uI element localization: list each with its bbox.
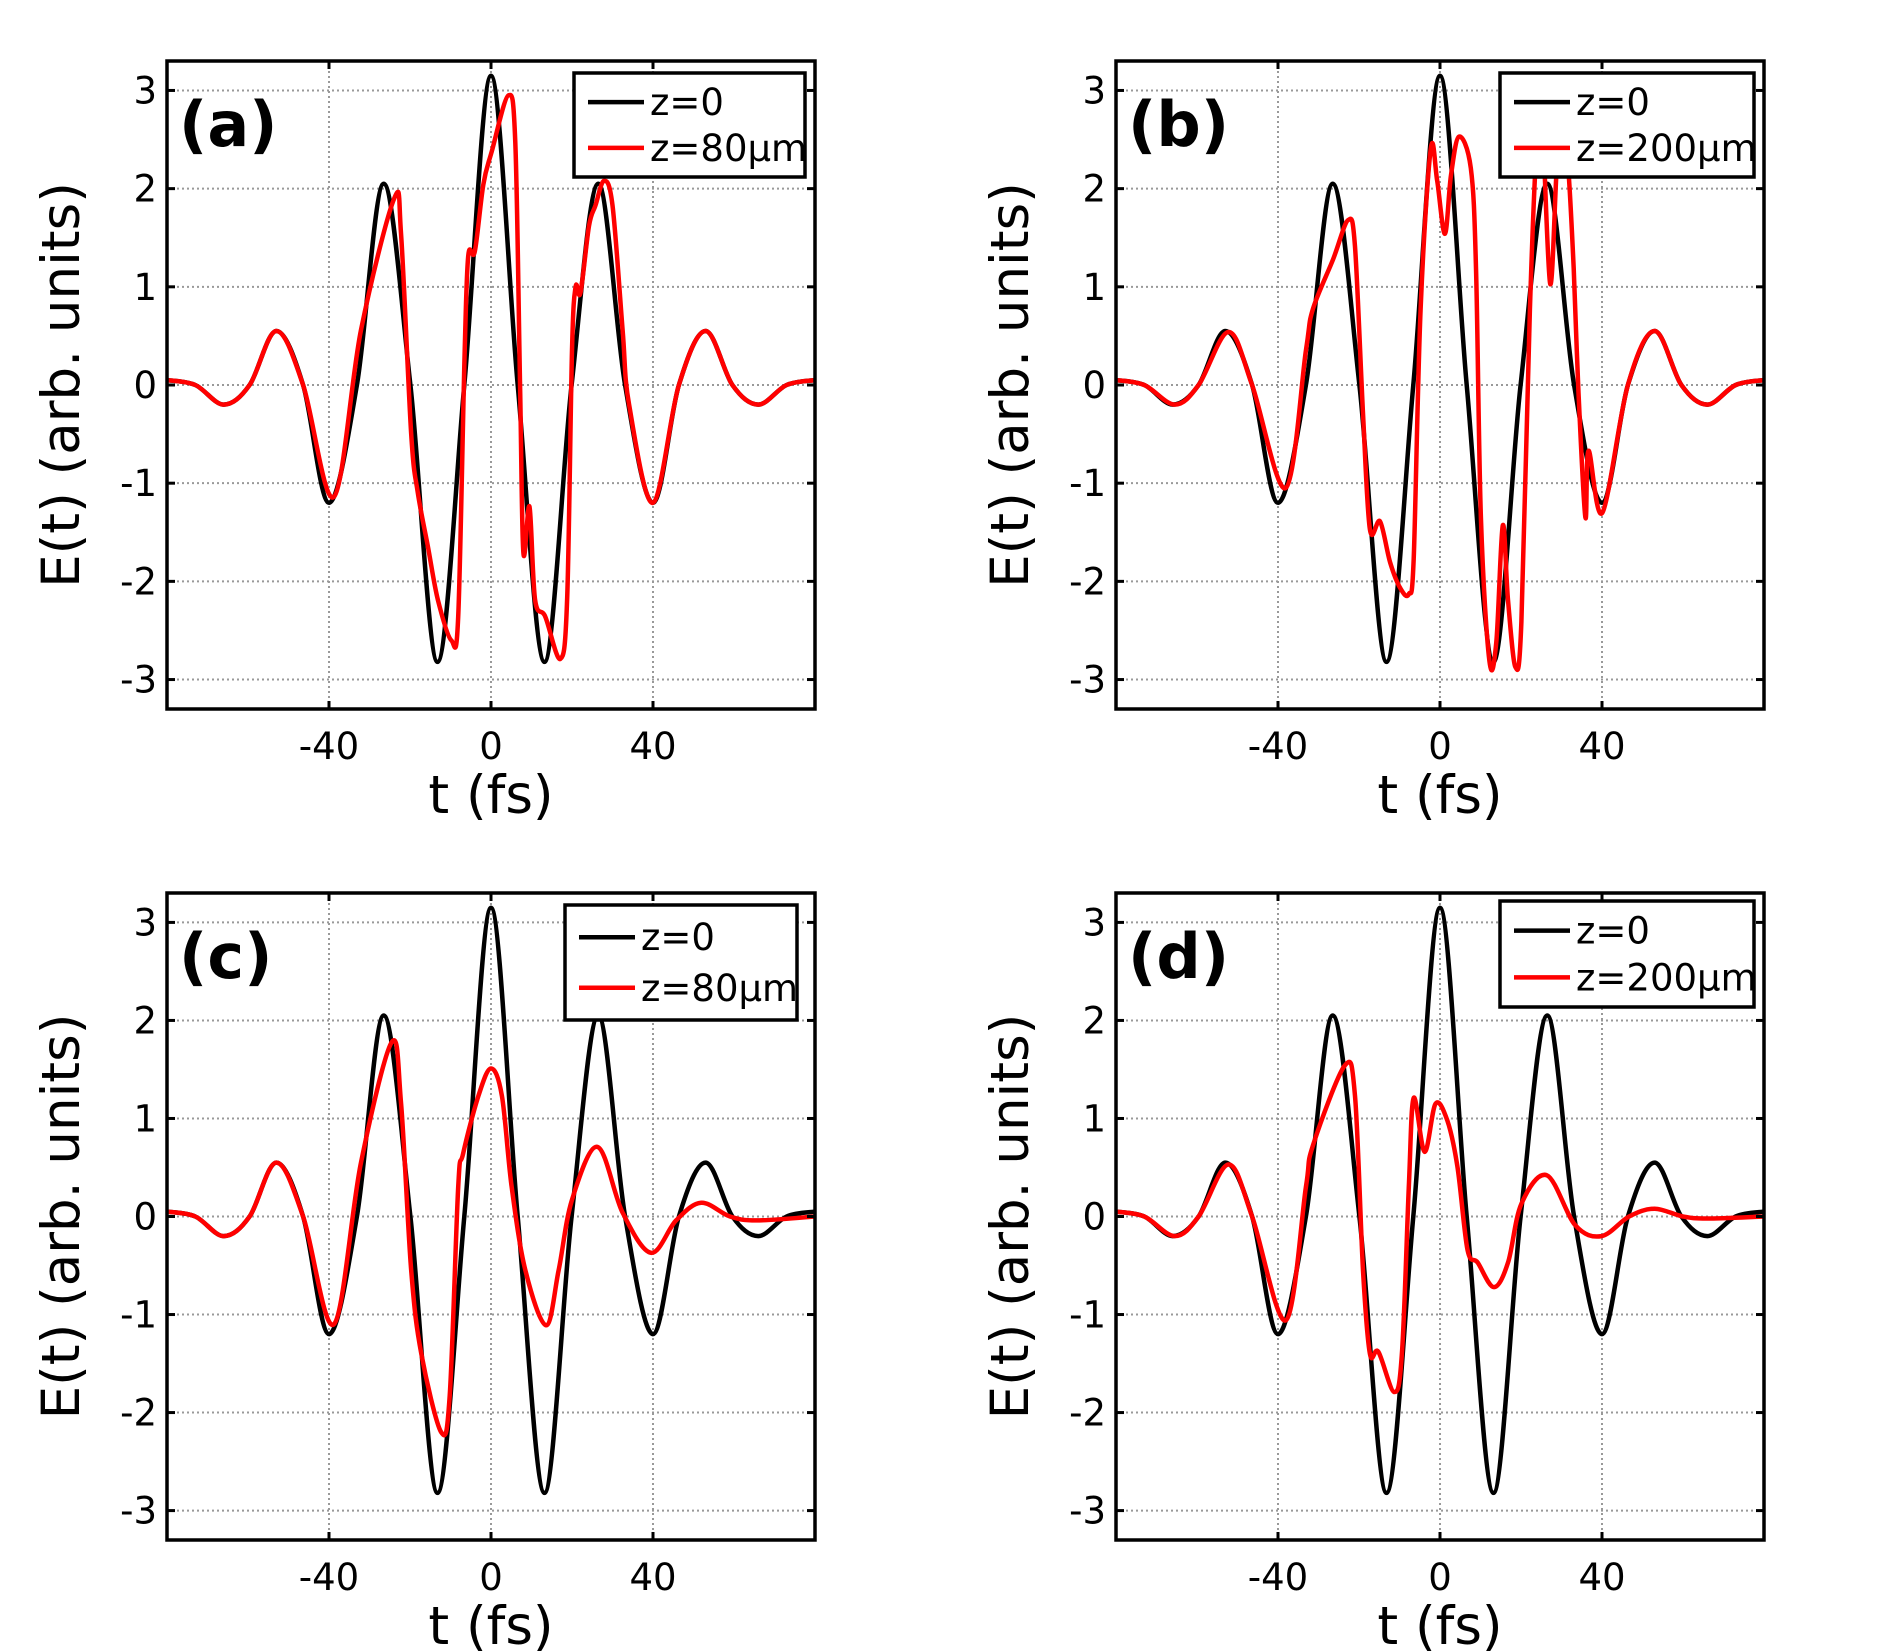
y-tick-label: -2: [120, 1392, 157, 1435]
y-tick-label: 0: [133, 1196, 157, 1239]
panel-label: (b): [1128, 88, 1229, 161]
legend-entry: z=0: [641, 916, 715, 959]
x-tick-label: 0: [479, 725, 503, 768]
y-tick-label: 1: [133, 266, 157, 309]
legend-box: [563, 903, 799, 1022]
y-tick-label: -1: [120, 462, 157, 505]
y-tick-label: -3: [120, 1490, 157, 1533]
legend-box: [1498, 899, 1756, 1009]
panel-b: -40 0 40 -3 -2 -1 0 1 2 3 t (fs) E(t) (arb. units) (…: [980, 59, 1766, 826]
legend-entry: z=200μm: [1576, 127, 1757, 170]
legend-entry: z=80μm: [650, 127, 807, 170]
y-tick-label: 1: [1082, 266, 1106, 309]
y-tick-label: 3: [1082, 901, 1106, 944]
panel-a: -40 0 40 -3 -2 -1 0 1 2 3 t (fs) E(t) (arb. units) (…: [31, 59, 817, 826]
y-tick-label: -2: [120, 560, 157, 603]
x-tick-label: -40: [1248, 1556, 1308, 1599]
x-tick-label: 0: [1428, 725, 1452, 768]
y-tick-label: 2: [133, 999, 157, 1042]
panel-label: (d): [1128, 920, 1229, 993]
x-tick-label: 40: [629, 1556, 676, 1599]
y-tick-label: -3: [120, 659, 157, 702]
legend: z=0z=200μm: [1498, 71, 1757, 179]
x-tick-label: 40: [629, 725, 676, 768]
legend-box: [572, 71, 807, 179]
y-tick-label: 0: [133, 364, 157, 407]
legend-entry: z=200μm: [1576, 956, 1757, 999]
y-tick-label: -2: [1069, 560, 1106, 603]
x-tick-label: 40: [1578, 725, 1625, 768]
panel-d: -40 0 40 -3 -2 -1 0 1 2 3 t (fs) E(t) (arb. units) (…: [980, 891, 1766, 1651]
x-tick-label: -40: [1248, 725, 1308, 768]
y-tick-label: 1: [1082, 1097, 1106, 1140]
x-axis-label: t (fs): [428, 1596, 553, 1651]
x-tick-label: 40: [1578, 1556, 1625, 1599]
y-axis-label: E(t) (arb. units): [980, 182, 1041, 588]
x-tick-label: 0: [1428, 1556, 1452, 1599]
y-tick-label: 3: [133, 901, 157, 944]
legend-entry: z=0: [650, 81, 724, 124]
y-tick-label: -1: [1069, 462, 1106, 505]
y-tick-label: 3: [133, 69, 157, 112]
y-tick-label: -3: [1069, 1490, 1106, 1533]
panel-label: (a): [179, 88, 278, 161]
panel-c: -40 0 40 -3 -2 -1 0 1 2 3 t (fs) E(t) (arb. units) (…: [31, 891, 817, 1651]
legend-box: [1498, 71, 1756, 179]
x-tick-label: 0: [479, 1556, 503, 1599]
y-tick-label: -3: [1069, 659, 1106, 702]
y-tick-label: -2: [1069, 1392, 1106, 1435]
x-axis-label: t (fs): [1377, 765, 1502, 826]
y-tick-label: 2: [133, 168, 157, 211]
x-axis-label: t (fs): [1377, 1596, 1502, 1651]
y-tick-label: -1: [1069, 1294, 1106, 1337]
y-tick-label: 2: [1082, 999, 1106, 1042]
y-axis-label: E(t) (arb. units): [31, 182, 92, 588]
series-line-z-red: [1116, 105, 1764, 673]
y-axis-label: E(t) (arb. units): [980, 1014, 1041, 1420]
y-axis-label: E(t) (arb. units): [31, 1014, 92, 1420]
series-line-z-red: [167, 1038, 815, 1438]
legend-entry: z=0: [1576, 910, 1650, 953]
y-tick-label: 1: [133, 1097, 157, 1140]
y-tick-label: 3: [1082, 69, 1106, 112]
legend-entry: z=80μm: [641, 967, 798, 1010]
y-tick-label: -1: [120, 1294, 157, 1337]
series-line-z0: [1116, 905, 1764, 1496]
x-axis-label: t (fs): [428, 765, 553, 826]
y-tick-label: 2: [1082, 168, 1106, 211]
series-line-z-red: [1116, 1059, 1764, 1395]
legend: z=0 z=80μm: [563, 903, 799, 1022]
panel-label: (c): [179, 920, 272, 993]
x-tick-label: -40: [299, 1556, 359, 1599]
x-tick-label: -40: [299, 725, 359, 768]
legend-entry: z=0: [1576, 81, 1650, 124]
y-tick-label: 0: [1082, 364, 1106, 407]
series-line-z-red: [167, 92, 815, 662]
legend: z=0z=80μm: [572, 71, 807, 179]
legend: z=0z=200μm: [1498, 899, 1757, 1009]
y-tick-label: 0: [1082, 1196, 1106, 1239]
